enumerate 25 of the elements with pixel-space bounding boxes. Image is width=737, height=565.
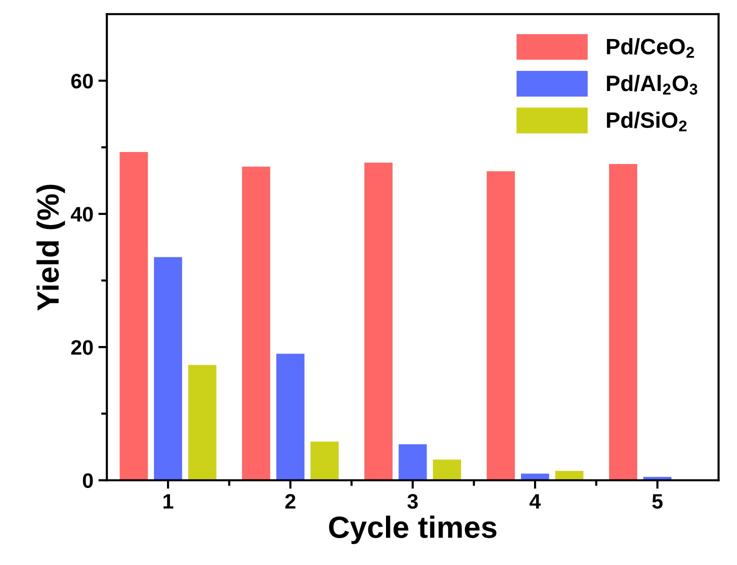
x-tick-label: 4 <box>530 494 541 509</box>
bar <box>120 152 148 480</box>
y-tick-label: 40 <box>70 206 93 222</box>
y-tick-label: 60 <box>71 74 93 88</box>
x-tick-label: 5 <box>652 494 663 509</box>
legend-label: Pd/Al$_{2}$O$_{3}$ <box>606 74 698 95</box>
y-tick-label: 20 <box>71 340 93 355</box>
bar <box>154 257 182 480</box>
legend-label: Pd/SiO$_{2}$ <box>606 112 687 132</box>
bar <box>310 442 339 480</box>
bar <box>188 365 216 480</box>
bar <box>398 444 427 480</box>
x-tick-label: 3 <box>407 494 418 509</box>
bar <box>242 166 270 480</box>
bar <box>364 162 393 480</box>
bar <box>432 460 462 480</box>
x-tick-label: 1 <box>164 494 174 509</box>
x-tick-label: 2 <box>285 494 296 509</box>
legend-label: Pd/CeO$_{2}$ <box>606 38 694 58</box>
bar <box>609 164 638 480</box>
y-tick-label: 0 <box>82 473 93 488</box>
bar <box>486 171 515 480</box>
bar <box>276 354 304 480</box>
x-axis-title: Cycle times <box>329 516 496 544</box>
y-axis-title: Yield (%) <box>36 184 65 311</box>
